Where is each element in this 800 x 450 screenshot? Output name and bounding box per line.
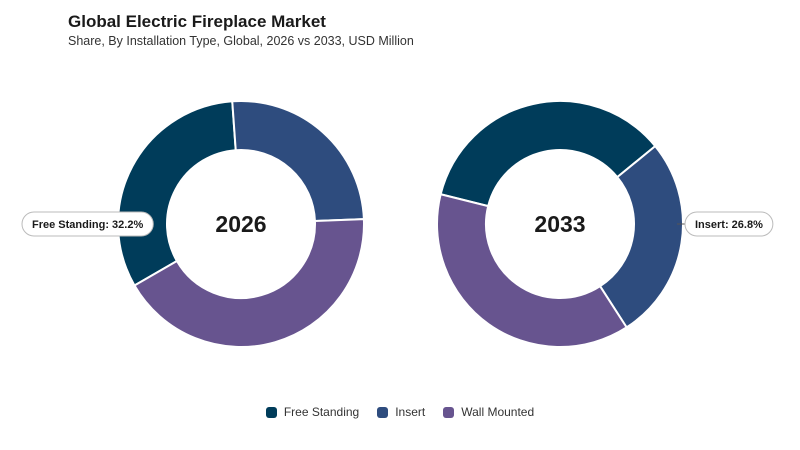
donut-2033-slice-insert[interactable]	[599, 145, 684, 329]
donut-2033-slice-wall-mounted[interactable]	[436, 193, 628, 348]
legend-item-wall-mounted[interactable]: Wall Mounted	[443, 405, 534, 419]
legend-swatch-insert	[377, 406, 389, 418]
donut-2033-annotation-text: Insert: 26.8%	[695, 219, 763, 231]
donut-2026-center-label: 2026	[215, 211, 266, 237]
donut-2033-slice-free-standing[interactable]	[439, 100, 657, 208]
donut-2033-annotation-box	[684, 211, 774, 237]
chart-title: Global Electric Fireplace Market	[68, 12, 326, 31]
legend-swatch-wall-mounted	[443, 406, 455, 418]
legend-label-wall-mounted: Wall Mounted	[461, 405, 535, 419]
donut-2026-slice-free-standing[interactable]	[117, 100, 237, 287]
legend-item-insert[interactable]: Insert	[377, 405, 425, 419]
donut-2033-center-label: 2033	[534, 211, 585, 237]
donut-2026-slice-insert[interactable]	[231, 100, 365, 223]
legend: Free Standing Insert Wall Mounted	[0, 405, 800, 419]
legend-label-insert: Insert	[395, 405, 426, 419]
donut-2026-annotation-text: Free Standing: 32.2%	[32, 219, 143, 231]
donut-2026-annotation-box	[21, 211, 154, 237]
legend-swatch-free-standing	[265, 406, 277, 418]
chart-subtitle: Share, By Installation Type, Global, 202…	[68, 34, 414, 48]
legend-item-free-standing[interactable]: Free Standing	[265, 405, 360, 419]
legend-label-free-standing: Free Standing	[283, 405, 360, 419]
donut-2026-slice-wall-mounted[interactable]	[133, 218, 365, 348]
